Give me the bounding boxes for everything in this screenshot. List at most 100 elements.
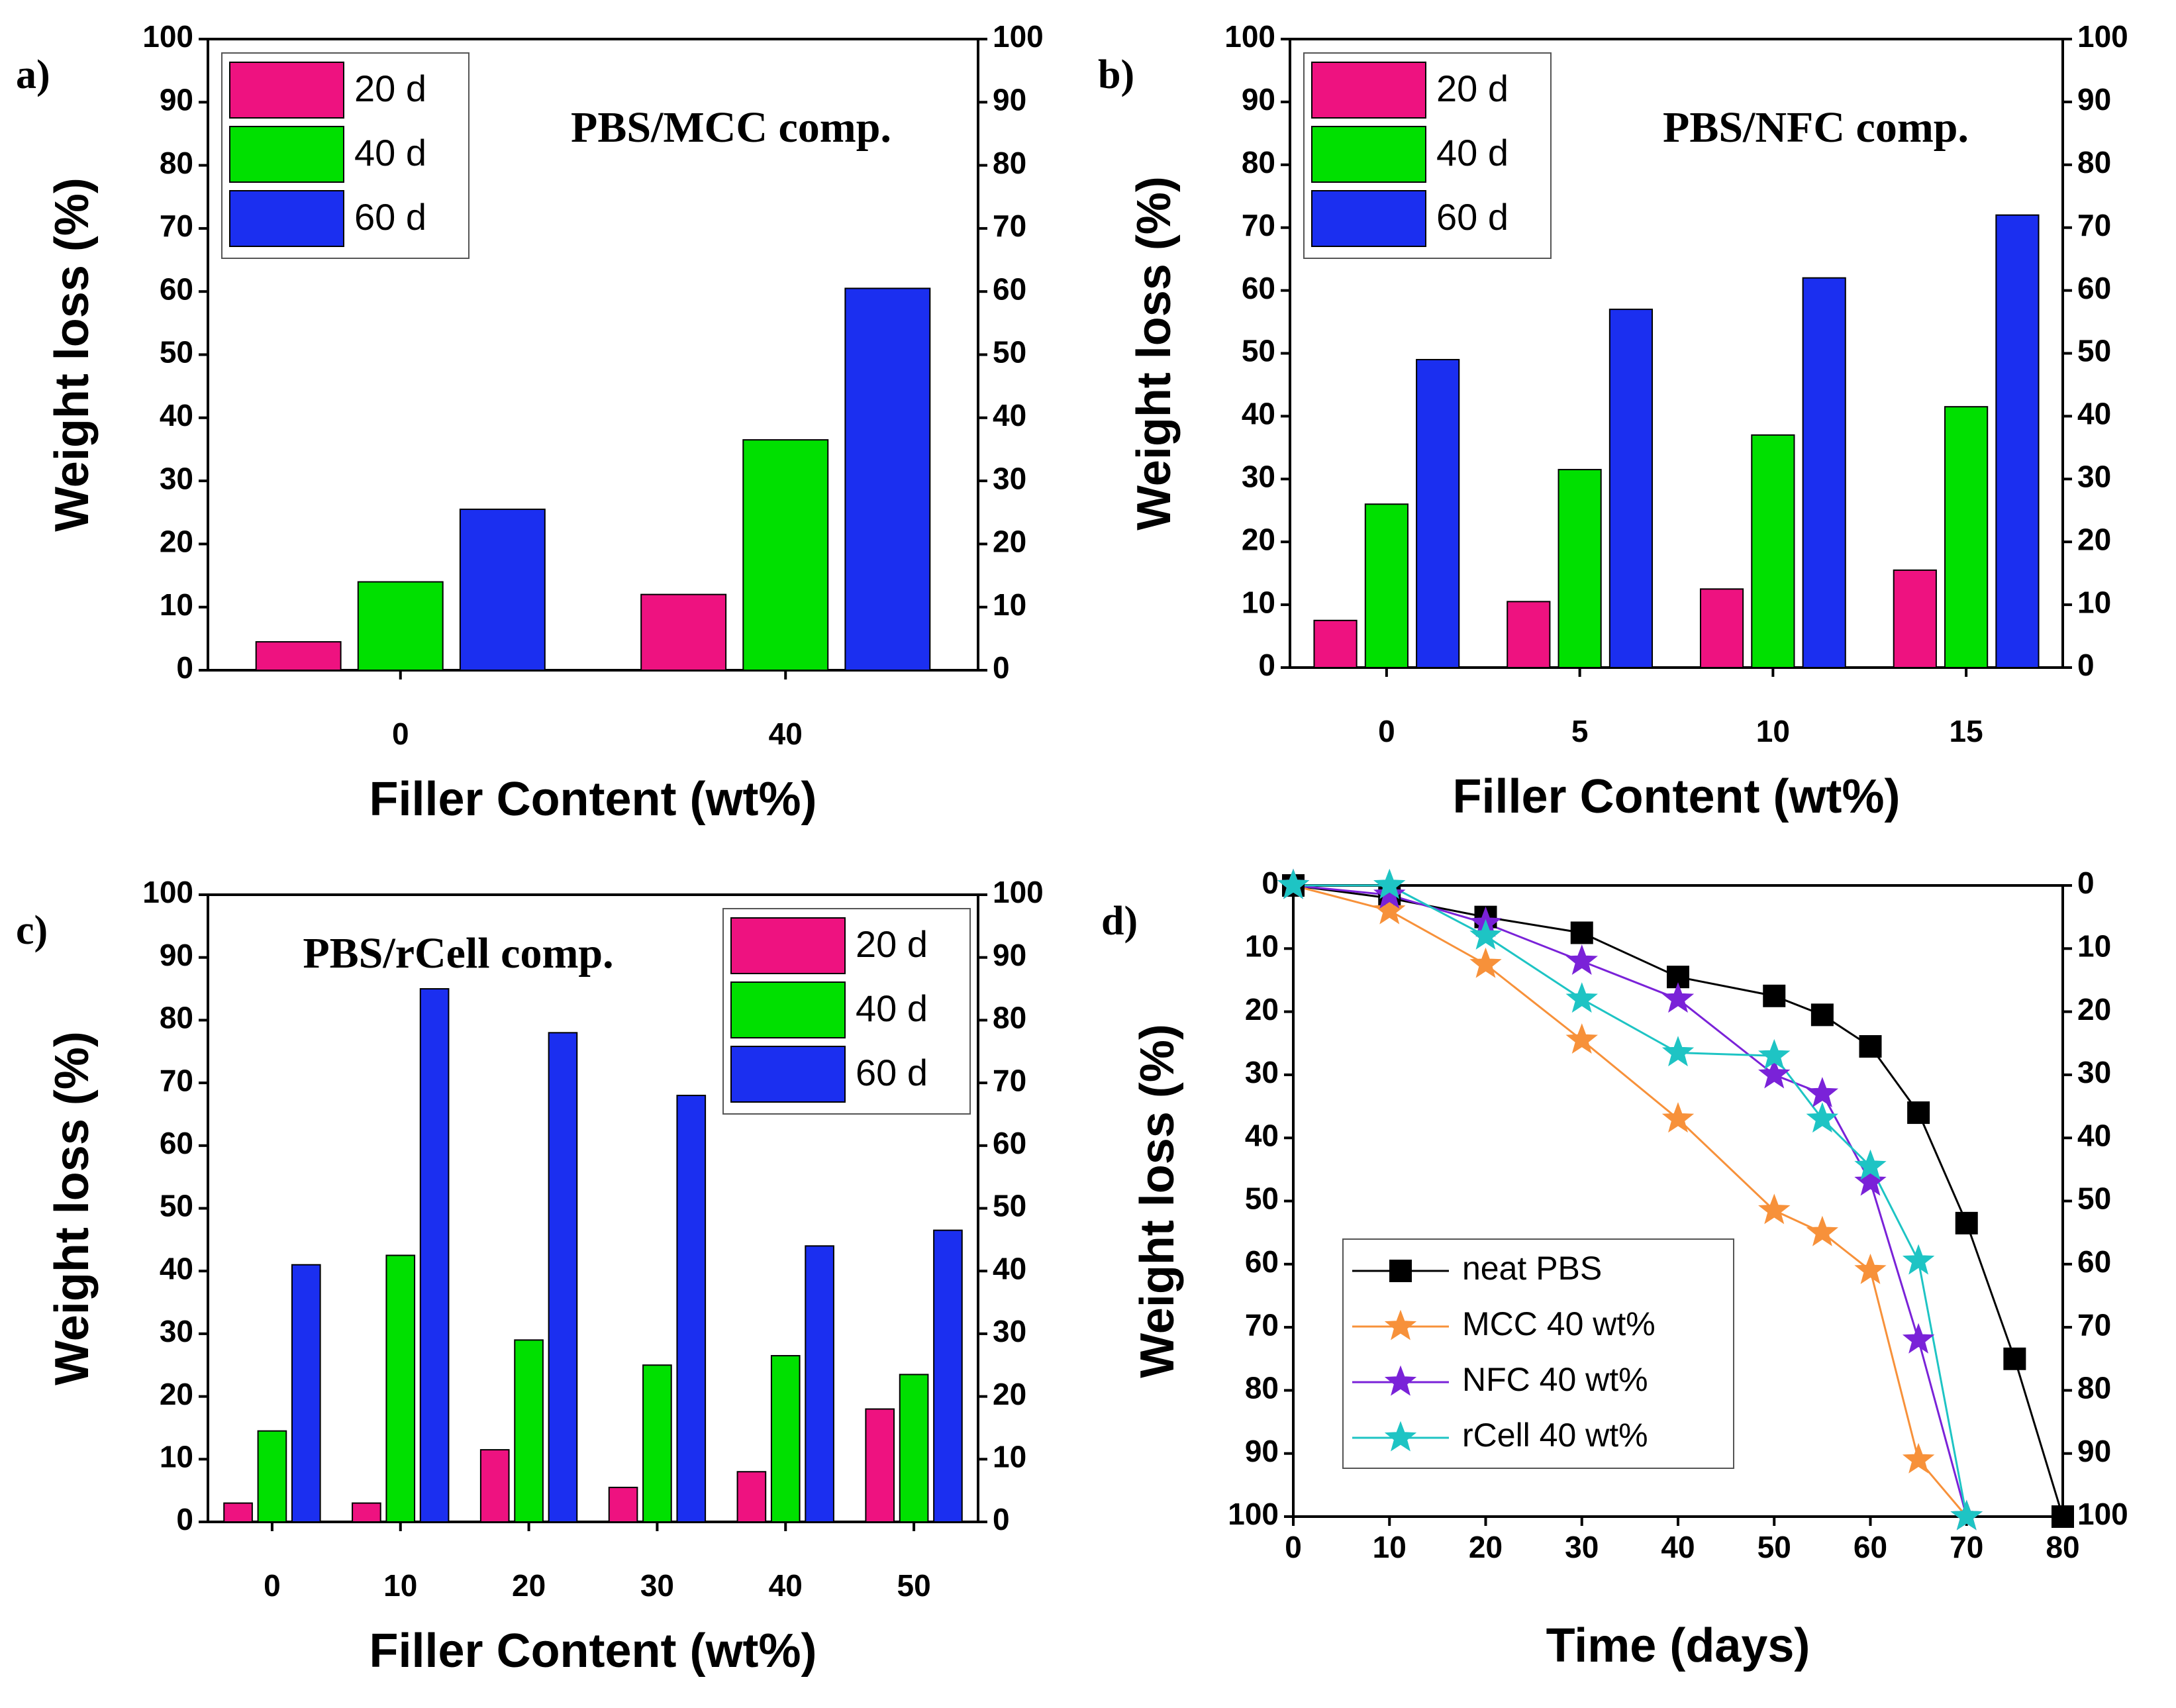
- marker: [1902, 1323, 1935, 1354]
- y-tick-label: 20: [1245, 992, 1279, 1027]
- y-tick-label: 10: [1245, 929, 1279, 963]
- bar: [1802, 277, 1846, 668]
- y-tick-label: 30: [160, 1314, 193, 1348]
- legend-label: 20 d: [1436, 68, 1508, 109]
- legend-label: 40 d: [1436, 132, 1508, 174]
- x-tick-label: 30: [640, 1568, 674, 1603]
- chart-title: PBS/NFC comp.: [1663, 103, 1969, 152]
- y2-tick-label: 80: [2077, 1371, 2111, 1405]
- y2-tick-label: 80: [993, 146, 1026, 180]
- marker: [1854, 1165, 1887, 1196]
- bar: [419, 988, 450, 1523]
- plot-frame: [207, 38, 979, 672]
- bar: [548, 1032, 578, 1523]
- y-axis-label: Weight loss (%): [1131, 1024, 1184, 1378]
- marker: [1661, 1102, 1695, 1133]
- y-tick-label: 60: [160, 1126, 193, 1160]
- legend-label: 20 d: [354, 68, 426, 109]
- bar: [257, 1430, 287, 1523]
- line: [1293, 884, 1967, 1517]
- marker: [1570, 921, 1593, 944]
- y-tick-label: 70: [160, 209, 193, 243]
- legend-swatch: [730, 917, 846, 974]
- y2-tick-label: 50: [993, 1189, 1026, 1223]
- y2-tick-label: 20: [2077, 992, 2111, 1027]
- bar: [1995, 214, 2040, 669]
- y2-tick-label: 10: [2077, 929, 2111, 963]
- marker: [1763, 984, 1786, 1007]
- panel-label: d): [1101, 899, 1138, 944]
- bar: [459, 508, 546, 671]
- y2-tick-label: 40: [2077, 397, 2111, 431]
- y-tick-label: 90: [1245, 1434, 1279, 1468]
- y-tick-label: 70: [1245, 1307, 1279, 1342]
- marker: [1806, 1215, 1839, 1246]
- y-tick-label: 30: [160, 461, 193, 495]
- y2-tick-label: 10: [993, 1439, 1026, 1474]
- y-axis-label: Weight loss (%): [46, 177, 99, 532]
- x-tick-label: 40: [769, 1568, 803, 1603]
- bar: [291, 1264, 321, 1523]
- y2-tick-label: 80: [993, 1001, 1026, 1035]
- marker: [1469, 919, 1502, 950]
- x-axis-label: Filler Content (wt%): [370, 1625, 817, 1678]
- marker: [1758, 1038, 1791, 1070]
- x-tick-label: 20: [512, 1568, 546, 1603]
- bar: [1699, 588, 1744, 668]
- legend-label: neat PBS: [1462, 1250, 1602, 1287]
- y-tick-label: 60: [1242, 271, 1275, 305]
- x-tick-label: 30: [1565, 1530, 1599, 1564]
- y-tick-label: 90: [160, 82, 193, 117]
- legend: neat PBS MCC 40 wt% NFC 40 wt% rCell 40 wt%: [1342, 1238, 1734, 1469]
- y2-tick-label: 60: [2077, 1244, 2111, 1279]
- y2-tick-label: 0: [2077, 648, 2095, 682]
- chart-title: PBS/rCell comp.: [303, 929, 613, 978]
- x-tick-label: 10: [1373, 1530, 1407, 1564]
- line: [1293, 884, 2064, 1517]
- y2-tick-label: 70: [993, 1063, 1026, 1097]
- y2-tick-label: 30: [993, 1314, 1026, 1348]
- y-tick-label: 80: [1245, 1371, 1279, 1405]
- marker: [1806, 1077, 1839, 1108]
- legend-label: 40 d: [354, 132, 426, 174]
- x-tick-label: 40: [769, 717, 803, 751]
- y2-tick-label: 20: [993, 1377, 1026, 1411]
- x-tick-label: 20: [1469, 1530, 1503, 1564]
- y2-tick-label: 0: [2077, 866, 2095, 900]
- legend-swatch: [229, 62, 344, 119]
- y-tick-label: 20: [160, 525, 193, 559]
- bar: [608, 1486, 638, 1523]
- y2-tick-label: 60: [993, 272, 1026, 306]
- marker: [1373, 893, 1406, 925]
- plot-frame: [207, 893, 979, 1523]
- y2-tick-label: 90: [2077, 82, 2111, 117]
- marker: [1565, 1023, 1598, 1054]
- y-axis-label: Weight loss (%): [46, 1031, 99, 1385]
- bar: [1313, 619, 1358, 669]
- bar: [933, 1229, 963, 1523]
- marker: [1277, 868, 1310, 899]
- bar: [1893, 569, 1937, 669]
- legend-label: 60 d: [354, 196, 426, 238]
- y-tick-label: 10: [1242, 585, 1275, 619]
- y-tick-label: 50: [1245, 1181, 1279, 1216]
- y2-tick-label: 90: [993, 938, 1026, 972]
- marker: [2003, 1347, 2026, 1370]
- bar: [640, 593, 727, 672]
- y-tick-label: 40: [160, 398, 193, 432]
- y-tick-label: 30: [1242, 459, 1275, 493]
- marker: [1758, 1058, 1791, 1089]
- bar: [514, 1339, 544, 1523]
- x-tick-label: 5: [1571, 714, 1589, 748]
- bar: [255, 641, 342, 671]
- legend-swatch: [730, 981, 846, 1038]
- y-tick-label: 40: [160, 1251, 193, 1285]
- y2-tick-label: 100: [993, 19, 1044, 54]
- y2-tick-label: 10: [2077, 585, 2111, 619]
- y-tick-label: 80: [1242, 145, 1275, 179]
- y-tick-label: 0: [1258, 648, 1275, 682]
- marker: [1854, 1149, 1887, 1180]
- y-tick-label: 80: [160, 1001, 193, 1035]
- marker: [1806, 1102, 1839, 1133]
- y2-tick-label: 80: [2077, 145, 2111, 179]
